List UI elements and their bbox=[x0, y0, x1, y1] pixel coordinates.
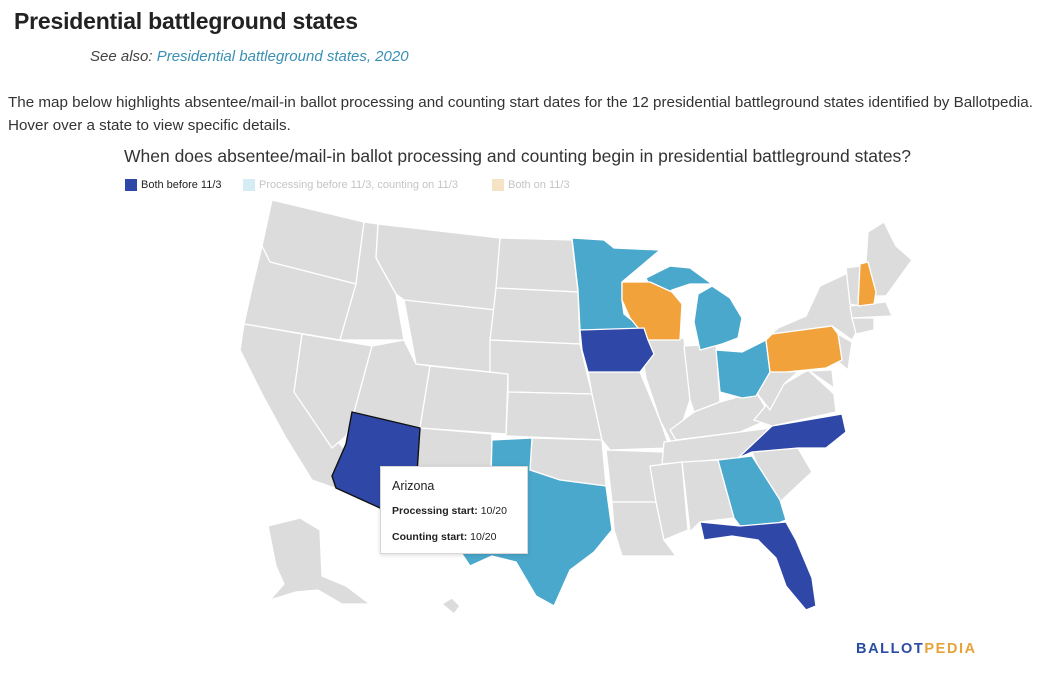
state-michigan[interactable] bbox=[693, 285, 743, 351]
logo-part2: PEDIA bbox=[924, 641, 977, 657]
state-north-dakota[interactable] bbox=[495, 237, 579, 293]
legend-item-both-on[interactable]: Both on 11/3 bbox=[492, 179, 570, 191]
logo-part1: BALLOT bbox=[856, 641, 925, 657]
state-wyoming[interactable] bbox=[403, 299, 497, 373]
state-wisconsin[interactable] bbox=[621, 281, 683, 341]
state-alaska[interactable] bbox=[267, 517, 371, 605]
ballotpedia-logo[interactable]: BALLOTPEDIA bbox=[856, 641, 977, 657]
state-alabama[interactable] bbox=[681, 459, 735, 533]
state-hawaii[interactable] bbox=[441, 597, 461, 615]
state-ohio[interactable] bbox=[715, 339, 771, 399]
state-kansas[interactable] bbox=[505, 391, 603, 441]
legend-swatch bbox=[492, 179, 504, 191]
state-tooltip: Arizona Processing start: 10/20 Counting… bbox=[380, 466, 528, 554]
page-title: Presidential battleground states bbox=[14, 8, 358, 34]
see-also: See also: Presidential battleground stat… bbox=[90, 48, 409, 65]
state-mississippi[interactable] bbox=[649, 461, 689, 541]
state-north-carolina[interactable] bbox=[737, 413, 847, 459]
tooltip-counting-label: Counting start: bbox=[392, 531, 468, 543]
intro-text: The map below highlights absentee/mail-i… bbox=[8, 94, 1033, 134]
see-also-link[interactable]: Presidential battleground states, 2020 bbox=[156, 48, 409, 65]
tooltip-processing-row: Processing start: 10/20 bbox=[392, 505, 507, 517]
tooltip-processing-value: 10/20 bbox=[480, 505, 507, 517]
legend-label: Both on 11/3 bbox=[508, 179, 570, 191]
legend-swatch bbox=[243, 179, 255, 191]
state-south-dakota[interactable] bbox=[489, 287, 581, 345]
tooltip-state-name: Arizona bbox=[392, 479, 435, 493]
legend-item-processing-before[interactable]: Processing before 11/3, counting on 11/3 bbox=[243, 179, 458, 191]
legend-label: Processing before 11/3, counting on 11/3 bbox=[259, 179, 458, 191]
tooltip-counting-row: Counting start: 10/20 bbox=[392, 531, 496, 543]
state-connecticut[interactable] bbox=[851, 317, 875, 335]
legend-swatch bbox=[125, 179, 137, 191]
legend-item-both-before[interactable]: Both before 11/3 bbox=[125, 179, 222, 191]
tooltip-processing-label: Processing start: bbox=[392, 505, 478, 517]
state-colorado[interactable] bbox=[419, 365, 509, 435]
state-iowa[interactable] bbox=[579, 327, 655, 373]
see-also-prefix: See also: bbox=[90, 48, 153, 65]
legend-label: Both before 11/3 bbox=[141, 179, 222, 191]
state-missouri[interactable] bbox=[587, 371, 671, 451]
tooltip-counting-value: 10/20 bbox=[470, 531, 497, 543]
state-new-hampshire[interactable] bbox=[857, 261, 877, 307]
map-title: When does absentee/mail-in ballot proces… bbox=[124, 146, 912, 166]
state-florida[interactable] bbox=[699, 521, 817, 611]
state-pennsylvania[interactable] bbox=[765, 325, 843, 373]
